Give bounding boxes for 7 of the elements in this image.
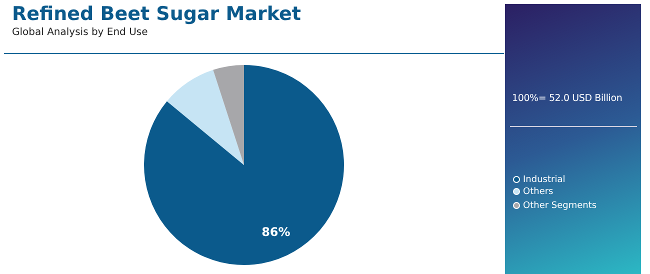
chart-title: Refined Beet Sugar Market xyxy=(12,3,301,25)
data-label: 86% xyxy=(262,224,290,239)
text: 100%= 52.0 USD Billion xyxy=(512,93,622,104)
legend-label: Industrial xyxy=(522,174,566,186)
chart-subtitle: Global Analysis by End Use xyxy=(12,27,148,38)
legend-label: Others xyxy=(522,186,554,198)
legend-label: Other Segments xyxy=(522,200,597,212)
